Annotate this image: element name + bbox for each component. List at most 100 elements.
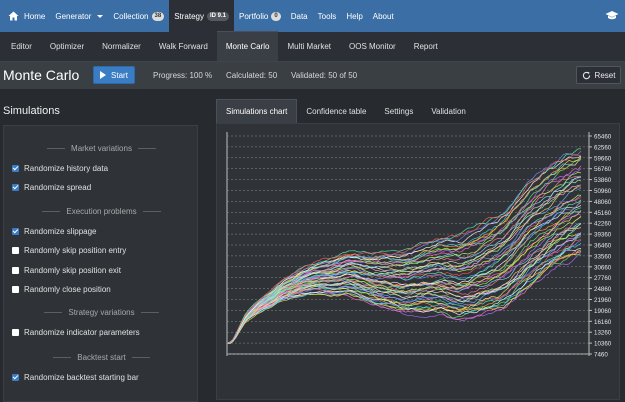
simulation-line — [226, 153, 582, 344]
tab-monte-carlo[interactable]: Monte Carlo — [216, 31, 279, 61]
simulations-header: Simulations — [3, 105, 60, 117]
top-navigation: Home Generator Collection 38 Strategy ID 9.1 P… — [0, 0, 625, 32]
y-tick-label: 50960 — [594, 188, 612, 195]
simulations-chart: 65460 62560 59660 56760 53860 50960 48060 45160… — [226, 132, 612, 359]
tab-confidence-table[interactable]: Confidence table — [306, 106, 367, 116]
simulation-line — [226, 157, 582, 344]
tab-validation[interactable]: Validation — [431, 106, 466, 116]
tab-report[interactable]: Report — [413, 41, 438, 51]
option-randomize-spread[interactable]: Randomize spread — [12, 183, 91, 192]
y-tick-label: 24860 — [594, 286, 612, 293]
nav-data[interactable]: Data — [286, 0, 313, 32]
nav-about[interactable]: About — [368, 0, 399, 32]
nav-collection-label: Collection — [113, 11, 149, 21]
section-title: Strategy variations — [4, 308, 199, 317]
option-randomly-skip-position-entry[interactable]: Randomly skip position entry — [12, 246, 126, 255]
tab-editor[interactable]: Editor — [11, 41, 32, 51]
checkbox[interactable] — [12, 184, 19, 191]
checkbox-label: Randomize spread — [24, 183, 92, 192]
play-icon — [100, 71, 107, 79]
strategy-subtabs: Editor Optimizer Normalizer Walk Forward Mon… — [0, 31, 625, 62]
checkbox-label: Randomly skip position entry — [24, 246, 127, 255]
simulation-line — [227, 248, 582, 344]
simulation-line — [226, 150, 582, 344]
simulation-line — [226, 251, 582, 344]
nav-help-label: Help — [346, 11, 363, 21]
y-tick-label: 62560 — [594, 144, 612, 151]
nav-collection[interactable]: Collection 38 — [108, 0, 169, 32]
y-tick-label: 39360 — [594, 232, 612, 239]
simulation-line — [226, 207, 582, 344]
nav-strategy[interactable]: Strategy ID 9.1 — [169, 0, 235, 32]
checkbox[interactable] — [12, 247, 19, 254]
checkbox[interactable] — [12, 329, 19, 336]
checkbox-label: Randomly skip position exit — [24, 266, 121, 275]
checkbox-label: Randomly close position — [24, 285, 111, 294]
nav-home[interactable]: Home — [0, 0, 50, 32]
y-tick-label: 33560 — [594, 253, 612, 260]
simulation-line — [226, 223, 582, 344]
simulation-line — [226, 239, 582, 344]
graduation-cap-icon[interactable] — [605, 10, 619, 21]
option-randomize-backtest-starting-bar[interactable]: Randomize backtest starting bar — [12, 373, 139, 382]
tab-simulations-chart[interactable]: Simulations chart — [216, 99, 298, 123]
tab-multi-market[interactable]: Multi Market — [287, 41, 331, 51]
checkbox[interactable] — [12, 267, 19, 274]
nav-portfolio[interactable]: Portfolio 0 — [234, 0, 286, 32]
count-badge: ID 9.1 — [207, 11, 230, 21]
simulation-line — [226, 195, 582, 344]
section-title: Market variations — [4, 144, 199, 153]
tab-settings[interactable]: Settings — [384, 106, 414, 116]
simulation-line — [226, 211, 582, 344]
option-randomize-history-data[interactable]: Randomize history data — [12, 164, 108, 173]
start-button-label: Start — [111, 70, 128, 80]
nav-tools-label: Tools — [317, 11, 337, 21]
checkbox[interactable] — [12, 374, 19, 381]
checkbox[interactable] — [12, 228, 19, 235]
checkbox[interactable] — [12, 286, 19, 293]
checkbox-label: Randomize indicator parameters — [24, 328, 140, 337]
simulation-line — [226, 199, 582, 344]
y-tick-label: 19060 — [594, 308, 612, 315]
simulation-line — [226, 157, 582, 344]
home-icon — [8, 11, 19, 21]
option-randomize-indicator-parameters[interactable]: Randomize indicator parameters — [12, 328, 140, 337]
reset-button-label: Reset — [594, 70, 616, 80]
nav-portfolio-label: Portfolio — [239, 11, 269, 21]
start-button[interactable]: Start — [93, 66, 135, 84]
y-tick-label: 42260 — [594, 221, 612, 228]
validated-status: Validated: 50 of 50 — [291, 71, 358, 80]
nav-strategy-label: Strategy — [174, 11, 204, 21]
simulation-line — [226, 202, 582, 344]
y-tick-label: 45160 — [594, 210, 612, 217]
section-title: Backtest start — [4, 353, 199, 362]
y-tick-label: 27760 — [594, 275, 612, 282]
tab-oos-monitor[interactable]: OOS Monitor — [349, 41, 396, 51]
y-tick-label: 10360 — [594, 341, 612, 348]
progress-status: Progress: 100 % — [153, 71, 213, 80]
nav-about-label: About — [372, 11, 394, 21]
nav-generator[interactable]: Generator — [50, 0, 108, 32]
option-randomly-close-position[interactable]: Randomly close position — [12, 285, 111, 294]
nav-tools[interactable]: Tools — [313, 0, 342, 32]
simulation-line — [226, 159, 582, 344]
option-randomly-skip-position-exit[interactable]: Randomly skip position exit — [12, 266, 121, 275]
nav-home-label: Home — [24, 11, 46, 21]
reset-button[interactable]: Reset — [576, 66, 621, 84]
simulation-line — [226, 234, 582, 344]
main-area: Simulations Market variations Randomize h… — [0, 89, 625, 402]
option-randomize-slippage[interactable]: Randomize slippage — [12, 227, 97, 236]
tab-walk-forward[interactable]: Walk Forward — [158, 41, 208, 51]
y-tick-label: 30660 — [594, 264, 612, 271]
tab-optimizer[interactable]: Optimizer — [49, 41, 85, 51]
y-tick-label: 53860 — [594, 177, 612, 184]
simulation-line — [226, 197, 582, 344]
tab-normalizer[interactable]: Normalizer — [102, 41, 141, 51]
y-tick-label: 65460 — [594, 134, 612, 141]
y-tick-label: 21960 — [594, 297, 612, 304]
simulation-line — [226, 223, 582, 344]
checkbox-label: Randomize slippage — [24, 227, 97, 236]
y-tick-label: 13260 — [594, 330, 612, 337]
nav-help[interactable]: Help — [341, 0, 367, 32]
checkbox[interactable] — [12, 165, 19, 172]
